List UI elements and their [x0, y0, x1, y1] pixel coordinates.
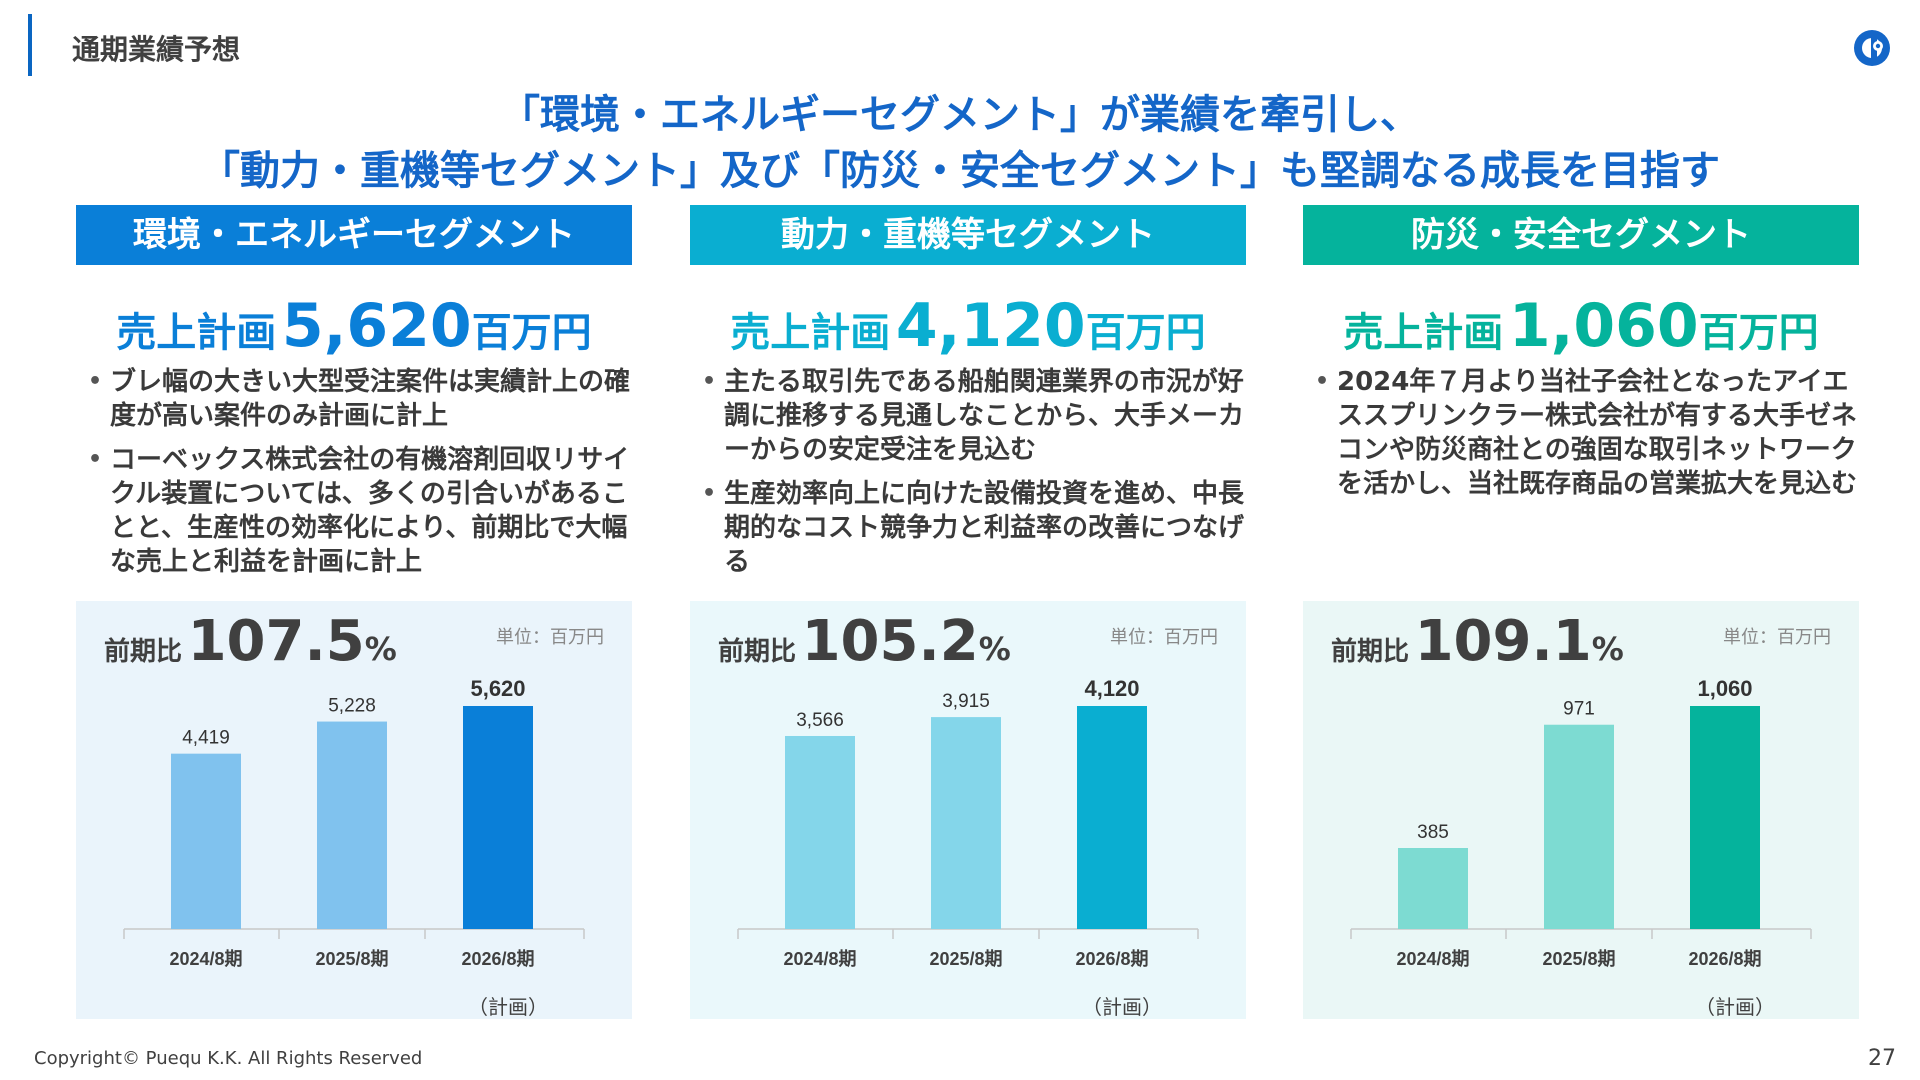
data-label: 1,060 — [1697, 676, 1752, 701]
bullet-list-power: 主たる取引先である船舶関連業界の市況が好調に推移する見通しなことから、大手メーカ… — [690, 365, 1246, 589]
headline-line-1: 「環境・エネルギーセグメント」が業績を牽引し、 — [500, 92, 1420, 138]
data-label: 5,228 — [328, 696, 376, 717]
yoy-unit: % — [978, 630, 1011, 668]
data-label: 3,566 — [796, 710, 844, 731]
data-label: 3,915 — [942, 691, 990, 712]
unit-note: 単位：百万円 — [1110, 627, 1218, 648]
bar-2025/8期 — [1544, 724, 1614, 929]
segment-header-env: 環境・エネルギーセグメント — [76, 205, 632, 265]
category-label: 2024/8期 — [169, 949, 242, 969]
sales-plan-value: 1,060 — [1508, 291, 1699, 361]
section-title: 通期業績予想 — [72, 33, 241, 66]
category-label: 2024/8期 — [783, 949, 856, 969]
sales-plan-unit: 百万円 — [471, 310, 592, 356]
sales-plan-power: 売上計画 4,120百万円 — [690, 291, 1246, 361]
segment-header-safety: 防災・安全セグメント — [1303, 205, 1859, 265]
unit-note: 単位：百万円 — [496, 627, 604, 648]
unit-note: 単位：百万円 — [1723, 627, 1831, 648]
category-label: 2025/8期 — [315, 949, 388, 969]
segment-column-safety: 防災・安全セグメント 売上計画 1,060百万円 2024年７月より当社子会社と… — [1303, 205, 1859, 1020]
bar-2025/8期 — [931, 717, 1001, 929]
yoy-ratio-safety: 前期比 109.1% — [1331, 609, 1624, 674]
category-label: 2026/8期 — [1688, 949, 1761, 969]
plan-note: （計画） — [1695, 995, 1775, 1019]
copyright: Copyright© Puequ K.K. All Rights Reserve… — [34, 1048, 423, 1069]
bullet-list-env: ブレ幅の大きい大型受注案件は実績計上の確度が高い案件のみ計画に計上 コーベックス… — [76, 365, 632, 589]
bar-2026/8期 — [463, 706, 533, 929]
data-label: 4,419 — [182, 728, 230, 749]
company-logo-icon — [1854, 30, 1890, 66]
yoy-value: 105.2 — [801, 609, 979, 674]
section-accent-bar — [28, 14, 32, 76]
yoy-ratio-power: 前期比 105.2% — [718, 609, 1011, 674]
category-label: 2025/8期 — [929, 949, 1002, 969]
yoy-value: 109.1 — [1414, 609, 1592, 674]
yoy-label: 前期比 — [104, 637, 183, 667]
segment-column-power: 動力・重機等セグメント 売上計画 4,120百万円 主たる取引先である船舶関連業… — [690, 205, 1246, 1020]
bullet-list-safety: 2024年７月より当社子会社となったアイエススプリンクラー株式会社が有する大手ゼ… — [1303, 365, 1859, 511]
bar-chart-env: 4,419 2024/8期 5,228 2025/8期 5,620 2026/8期 — [123, 676, 585, 969]
data-label: 4,120 — [1084, 676, 1139, 701]
bar-chart-power: 3,566 2024/8期 3,915 2025/8期 4,120 2026/8期 — [737, 676, 1199, 969]
bar-2026/8期 — [1077, 706, 1147, 929]
data-label: 5,620 — [470, 676, 525, 701]
sales-plan-env: 売上計画 5,620百万円 — [76, 291, 632, 361]
data-label: 385 — [1417, 822, 1449, 843]
yoy-ratio-env: 前期比 107.5% — [104, 609, 397, 674]
chart-panel-power: 前期比 105.2% 単位：百万円 3,566 2024/8期 3,915 2025/… — [690, 601, 1246, 1019]
sales-plan-label: 売上計画 — [116, 310, 277, 356]
sales-plan-safety: 売上計画 1,060百万円 — [1303, 291, 1859, 361]
yoy-label: 前期比 — [1331, 637, 1410, 667]
page-number: 27 — [1868, 1046, 1896, 1071]
category-label: 2026/8期 — [1075, 949, 1148, 969]
segment-header-power: 動力・重機等セグメント — [690, 205, 1246, 265]
sales-plan-unit: 百万円 — [1698, 310, 1819, 356]
chart-panel-env: 前期比 107.5% 単位：百万円 4,419 2024/8期 5,228 2025/… — [76, 601, 632, 1019]
data-label: 971 — [1563, 699, 1595, 720]
yoy-unit: % — [1591, 630, 1624, 668]
yoy-unit: % — [364, 630, 397, 668]
bar-2024/8期 — [171, 753, 241, 929]
chart-panel-safety: 前期比 109.1% 単位：百万円 385 2024/8期 971 2025/8期 1,… — [1303, 601, 1859, 1019]
category-label: 2026/8期 — [461, 949, 534, 969]
plan-note: （計画） — [1082, 995, 1162, 1019]
bullet-item: コーベックス株式会社の有機溶剤回収リサイクル装置については、多くの引合いがあるこ… — [76, 443, 632, 579]
category-label: 2024/8期 — [1396, 949, 1469, 969]
headline-line-2: 「動力・重機等セグメント」及び「防災・安全セグメント」も堅調なる成長を目指す — [200, 148, 1720, 194]
sales-plan-label: 売上計画 — [730, 310, 891, 356]
plan-note: （計画） — [468, 995, 548, 1019]
bullet-item: ブレ幅の大きい大型受注案件は実績計上の確度が高い案件のみ計画に計上 — [76, 365, 632, 433]
bar-2024/8期 — [1398, 848, 1468, 929]
bar-2025/8期 — [317, 721, 387, 929]
segment-column-env: 環境・エネルギーセグメント 売上計画 5,620百万円 ブレ幅の大きい大型受注案… — [76, 205, 632, 1020]
sales-plan-value: 5,620 — [281, 291, 472, 361]
sales-plan-label: 売上計画 — [1343, 310, 1504, 356]
bar-2024/8期 — [785, 735, 855, 929]
yoy-value: 107.5 — [187, 609, 365, 674]
bar-chart-safety: 385 2024/8期 971 2025/8期 1,060 2026/8期 — [1350, 676, 1812, 969]
sales-plan-value: 4,120 — [895, 291, 1086, 361]
sales-plan-unit: 百万円 — [1085, 310, 1206, 356]
bullet-item: 主たる取引先である船舶関連業界の市況が好調に推移する見通しなことから、大手メーカ… — [690, 365, 1246, 467]
bullet-item: 生産効率向上に向けた設備投資を進め、中長期的なコスト競争力と利益率の改善につなげ… — [690, 477, 1246, 579]
yoy-label: 前期比 — [718, 637, 797, 667]
bullet-item: 2024年７月より当社子会社となったアイエススプリンクラー株式会社が有する大手ゼ… — [1303, 365, 1859, 501]
bar-2026/8期 — [1690, 706, 1760, 929]
category-label: 2025/8期 — [1542, 949, 1615, 969]
